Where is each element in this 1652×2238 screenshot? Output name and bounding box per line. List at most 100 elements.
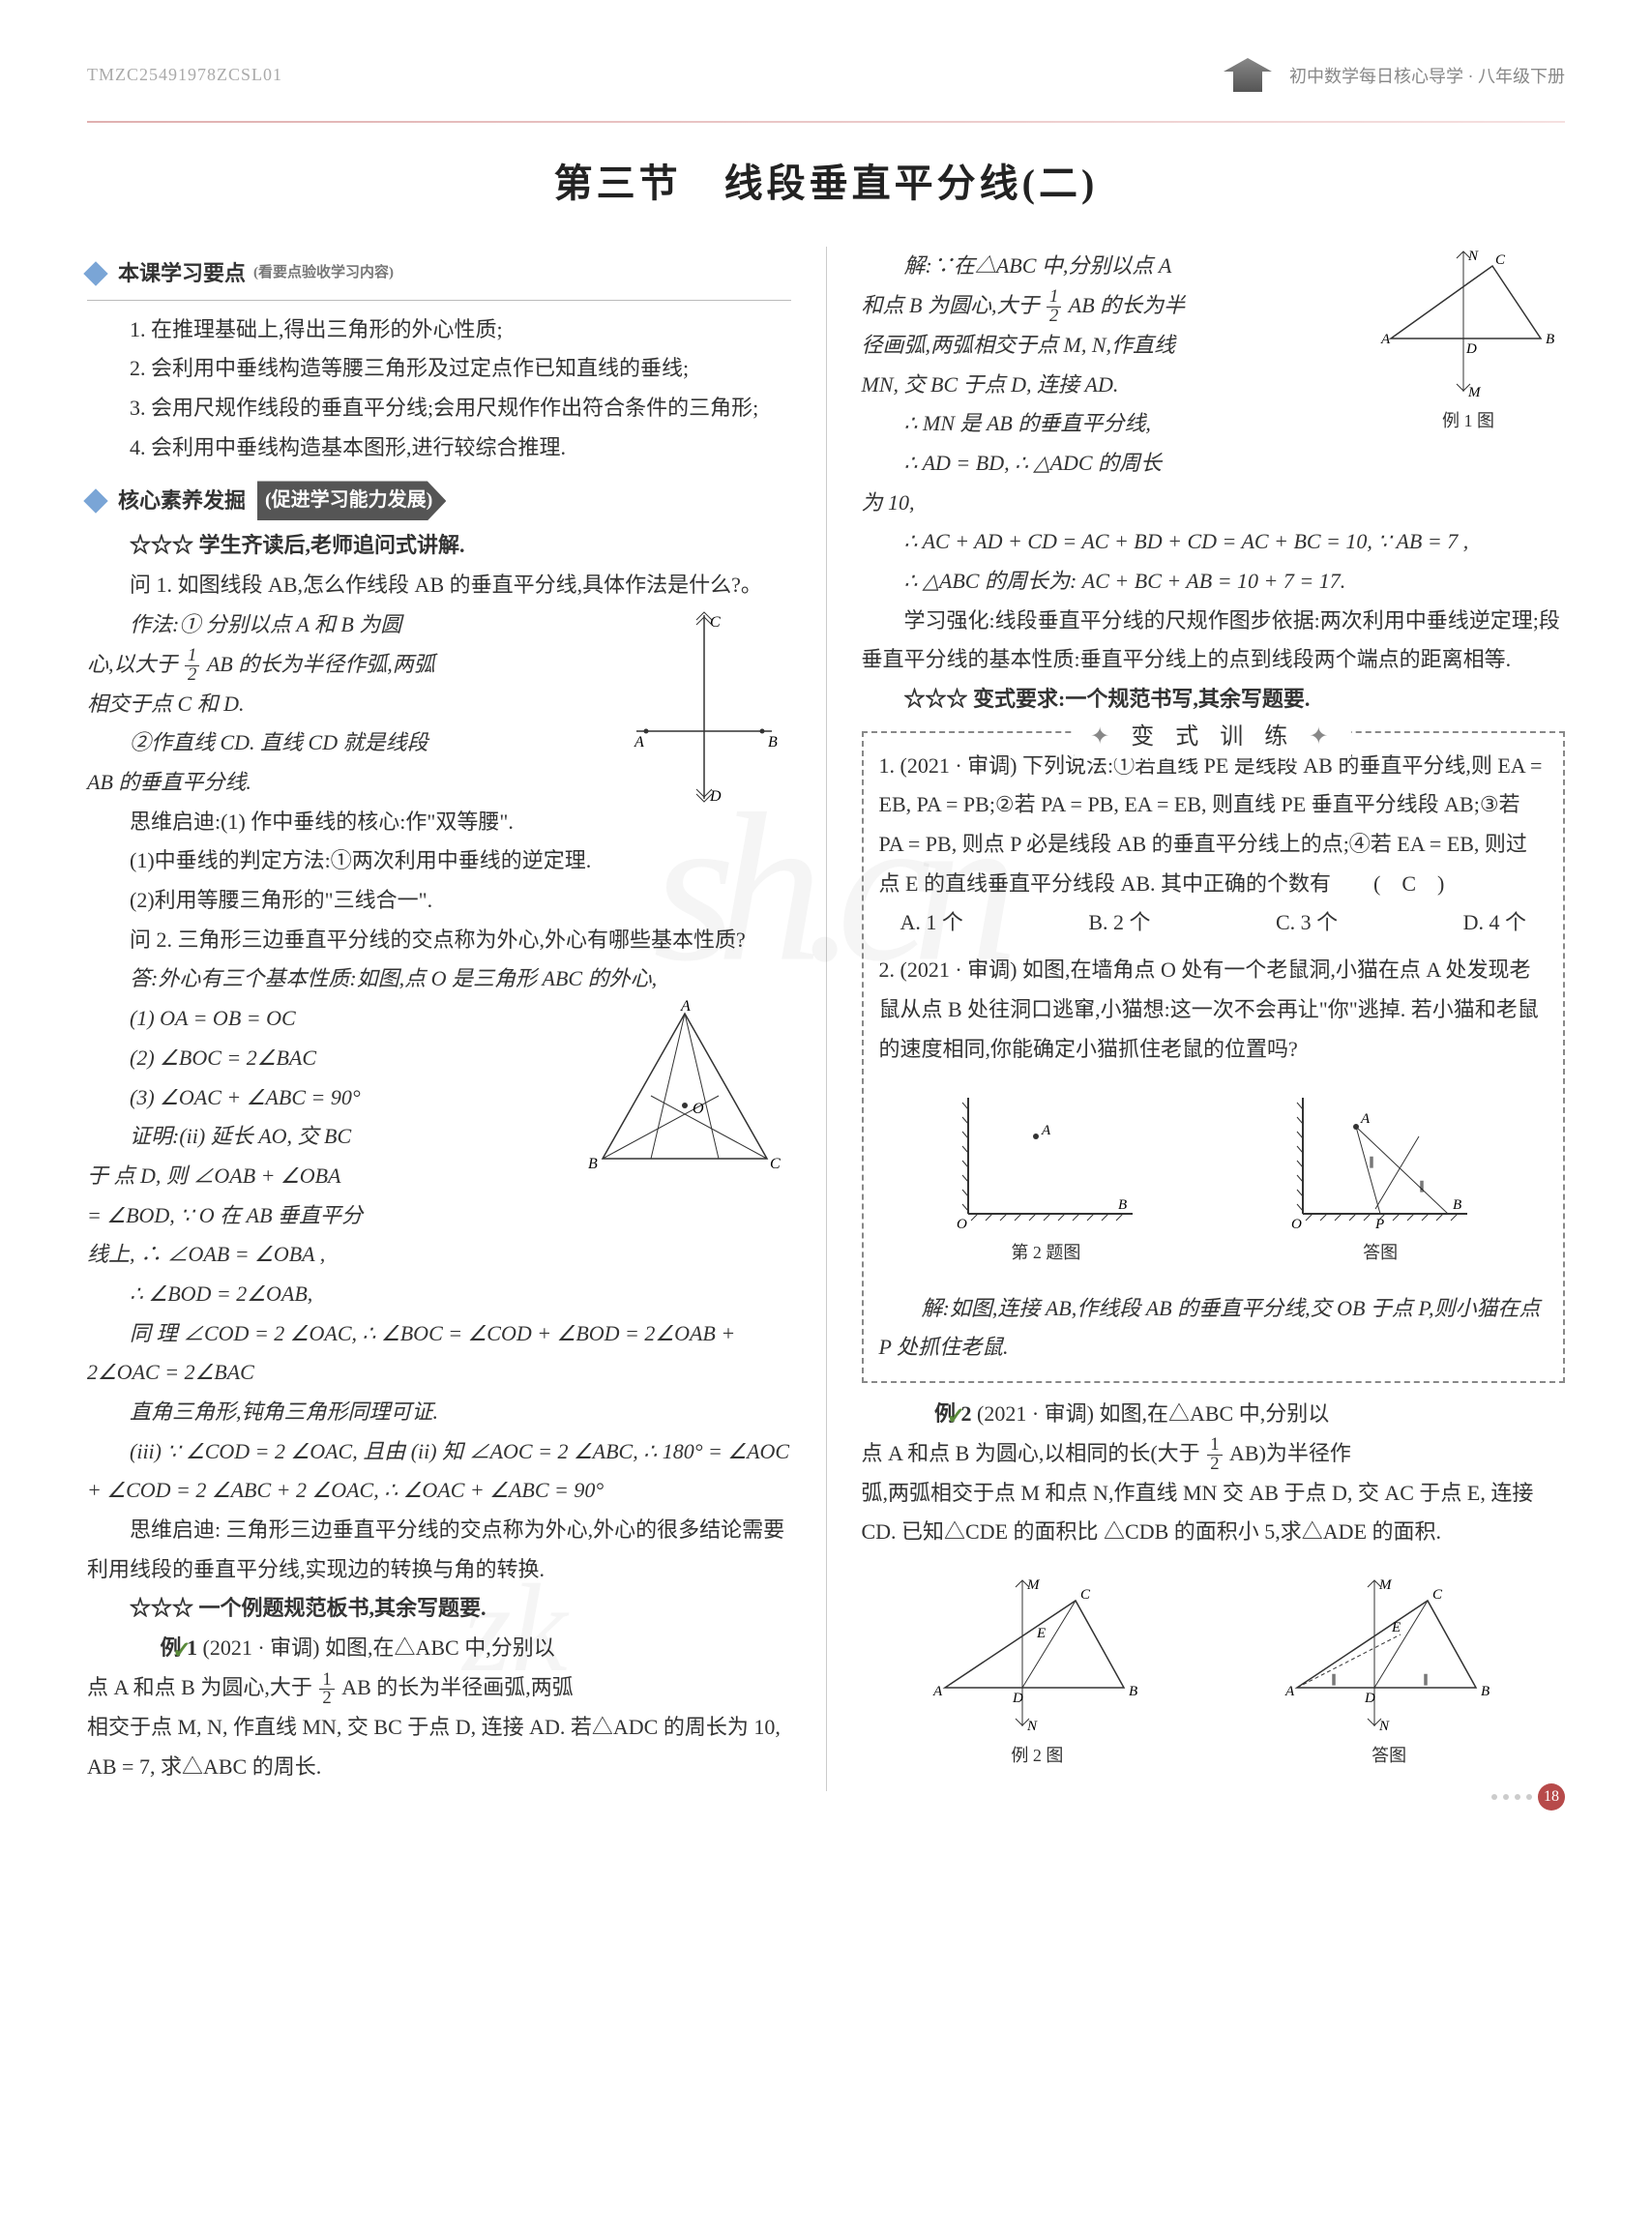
header-divider bbox=[87, 121, 1565, 123]
sanxian-line: (2)利用等腰三角形的"三线合一". bbox=[87, 881, 791, 921]
perpendicular-bisector-diagram: A B C D bbox=[617, 605, 791, 809]
svg-text:B: B bbox=[768, 734, 778, 751]
method-l2a: 心,以大于 bbox=[87, 652, 178, 676]
svg-text:O: O bbox=[957, 1217, 967, 1232]
page-number-value: 18 bbox=[1538, 1783, 1565, 1811]
study-point-2: 2. 会利用中垂线构造等腰三角形及过定点作已知直线的垂线; bbox=[87, 349, 791, 389]
sol-l9: ∴ △ABC 的周长为: AC + BC + AB = 10 + 7 = 17. bbox=[862, 562, 1566, 602]
svg-text:A: A bbox=[1284, 1684, 1295, 1699]
ex2-body-b: 点 A 和点 B 为圆心,以相同的长(大于 bbox=[862, 1441, 1200, 1465]
svg-text:D: D bbox=[1012, 1691, 1023, 1706]
fraction-half: 12 bbox=[185, 647, 199, 684]
fraction-half: 12 bbox=[319, 1671, 334, 1708]
doc-code: TMZC25491978ZCSL01 bbox=[87, 65, 282, 85]
circumcenter-diagram: O A B C bbox=[578, 999, 791, 1183]
proof-l3: = ∠BOD, ∵ O 在 AB 垂直平分 bbox=[87, 1196, 791, 1236]
page-title: 第三节 线段垂直平分线(二) bbox=[87, 152, 1565, 208]
opt-d: D. 4 个 bbox=[1463, 903, 1526, 943]
ex1-fig-caption: 例 1 图 bbox=[1372, 405, 1565, 437]
svg-text:B: B bbox=[1118, 1197, 1127, 1213]
svg-text:B: B bbox=[1546, 332, 1554, 347]
svg-text:M: M bbox=[1467, 385, 1482, 400]
svg-text:C: C bbox=[770, 1156, 781, 1172]
ex1-body-a: 如图,在△ABC 中,分别以 bbox=[325, 1635, 555, 1660]
q2-fig1-caption: 第 2 题图 bbox=[949, 1237, 1142, 1269]
svg-text:B: B bbox=[1481, 1684, 1490, 1699]
inspire-2: 思维启迪: 三角形三边垂直平分线的交点称为外心,外心的很多结论需要利用线段的垂直… bbox=[87, 1511, 791, 1589]
svg-text:∥: ∥ bbox=[1423, 1672, 1429, 1686]
book-title: 初中数学每日核心导学 · 八年级下册 bbox=[1289, 63, 1565, 88]
question-2: 问 2. 三角形三边垂直平分线的交点称为外心,外心有哪些基本性质? bbox=[87, 921, 791, 960]
sol-l8: ∴ AC + AD + CD = AC + BD + CD = AC + BC … bbox=[862, 522, 1566, 562]
judge-line: (1)中垂线的判定方法:①两次利用中垂线的逆定理. bbox=[87, 841, 791, 881]
page-number: 18 bbox=[1491, 1783, 1565, 1811]
study-points-heading: 本课学习要点 bbox=[118, 254, 246, 294]
ex2-fig2-caption: 答图 bbox=[1278, 1740, 1500, 1772]
svg-text:∥: ∥ bbox=[1369, 1155, 1374, 1168]
question-1: 问 1. 如图线段 AB,怎么作线段 AB 的垂直平分线,具体作法是什么?。 bbox=[87, 566, 791, 605]
varq2-answer: 解:如图,连接 AB,作线段 AB 的垂直平分线,交 OB 于点 P,则小猫在点… bbox=[879, 1289, 1549, 1368]
ex2-problem-diagram: A B C D M N E 例 2 图 bbox=[926, 1572, 1148, 1772]
svg-text:N: N bbox=[1378, 1719, 1390, 1734]
inspire-1: 思维启迪:(1) 作中垂线的核心:作"双等腰". bbox=[87, 803, 791, 842]
fraction-half: 12 bbox=[1207, 1436, 1222, 1473]
study-point-4: 4. 会利用中垂线构造基本图形,进行较综合推理. bbox=[87, 428, 791, 468]
svg-text:D: D bbox=[1465, 341, 1477, 357]
proof-l4: 线上, ∴ ∠OAB = ∠OBA , bbox=[87, 1235, 791, 1275]
varq2-src: 2. (2021 · 审调) bbox=[879, 957, 1018, 982]
proof-l8: (iii) ∵ ∠COD = 2 ∠OAC, 且由 (ii) 知 ∠AOC = … bbox=[87, 1432, 791, 1511]
svg-text:B: B bbox=[1453, 1197, 1461, 1213]
variant-stars-line: ☆☆☆ 变式要求:一个规范书写,其余写题要. bbox=[862, 680, 1566, 720]
column-separator bbox=[826, 247, 827, 1791]
sol-l2a: 和点 B 为圆心,大于 bbox=[862, 293, 1040, 317]
ex1-body-d: 相交于点 M, N, 作直线 MN, 交 BC 于点 D, 连接 AD. 若△A… bbox=[87, 1708, 791, 1786]
sol-l2b: AB 的长为半 bbox=[1069, 293, 1185, 317]
study-points-subnote: (看要点验收学习内容) bbox=[253, 260, 394, 287]
example-1-diagram: A B C N M D 例 1 图 bbox=[1372, 247, 1565, 437]
svg-text:A: A bbox=[680, 999, 691, 1015]
ex1-src: (2021 · 审调) bbox=[203, 1635, 320, 1660]
q2-fig2-caption: 答图 bbox=[1283, 1237, 1477, 1269]
svg-text:A: A bbox=[634, 734, 644, 751]
stars-line-1: ☆☆☆ 学生齐读后,老师追问式讲解. bbox=[87, 526, 791, 566]
ex2-fig1-caption: 例 2 图 bbox=[926, 1740, 1148, 1772]
svg-text:B: B bbox=[1129, 1684, 1137, 1699]
svg-text:∥: ∥ bbox=[1331, 1672, 1337, 1686]
svg-text:B: B bbox=[588, 1156, 598, 1172]
opt-b: B. 2 个 bbox=[1088, 903, 1150, 943]
study-point-3: 3. 会用尺规作线段的垂直平分线;会用尺规作作出符合条件的三角形; bbox=[87, 389, 791, 428]
stars-line-2: ☆☆☆ 一个例题规范板书,其余写题要. bbox=[87, 1589, 791, 1629]
svg-text:C: C bbox=[1432, 1587, 1443, 1603]
ex2-body-a: 如图,在△ABC 中,分别以 bbox=[1100, 1401, 1330, 1426]
ex1-body-b: 点 A 和点 B 为圆心,大于 bbox=[87, 1675, 312, 1699]
q2-problem-diagram: A O B 第 2 题图 bbox=[949, 1088, 1142, 1269]
svg-text:A: A bbox=[1360, 1111, 1371, 1127]
diamond-icon bbox=[83, 262, 107, 286]
ex1-body-c: AB 的长为半径画弧,两弧 bbox=[341, 1675, 574, 1699]
svg-text:A: A bbox=[1380, 332, 1391, 347]
graduation-cap-icon bbox=[1224, 58, 1272, 92]
study-point-1: 1. 在推理基础上,得出三角形的外心性质; bbox=[87, 310, 791, 350]
variant-box-title: ✦ 变 式 训 练 ✦ bbox=[1075, 716, 1351, 758]
svg-text:M: M bbox=[1378, 1577, 1393, 1593]
svg-text:A: A bbox=[932, 1684, 943, 1699]
opt-a: A. 1 个 bbox=[900, 903, 963, 943]
proof-l5: ∴ ∠BOD = 2∠OAB, bbox=[87, 1275, 791, 1314]
check-icon bbox=[130, 1634, 151, 1655]
svg-text:E: E bbox=[1036, 1626, 1046, 1641]
opt-c: C. 3 个 bbox=[1276, 903, 1338, 943]
diamond-icon bbox=[83, 488, 107, 513]
ex2-body-c: AB)为半径作 bbox=[1229, 1441, 1351, 1465]
strengthen-line: 学习强化:线段垂直平分线的尺规作图步依据:两次利用中垂线逆定理;段垂直平分线的基… bbox=[862, 602, 1566, 680]
svg-text:O: O bbox=[693, 1101, 704, 1117]
svg-text:P: P bbox=[1374, 1217, 1384, 1232]
svg-text:E: E bbox=[1391, 1620, 1401, 1635]
svg-text:C: C bbox=[710, 614, 721, 631]
answer-2: 答:外心有三个基本性质:如图,点 O 是三角形 ABC 的外心, bbox=[87, 959, 791, 999]
ex2-src: (2021 · 审调) bbox=[977, 1401, 1094, 1426]
method-l2b: AB 的长为半径作弧,两弧 bbox=[207, 652, 435, 676]
proof-l6: 同 理 ∠COD = 2 ∠OAC, ∴ ∠BOC = ∠COD + ∠BOD … bbox=[87, 1314, 791, 1393]
variant-title-text: 变 式 训 练 bbox=[1131, 724, 1295, 750]
svg-text:N: N bbox=[1467, 249, 1479, 264]
svg-text:∥: ∥ bbox=[1419, 1179, 1425, 1193]
